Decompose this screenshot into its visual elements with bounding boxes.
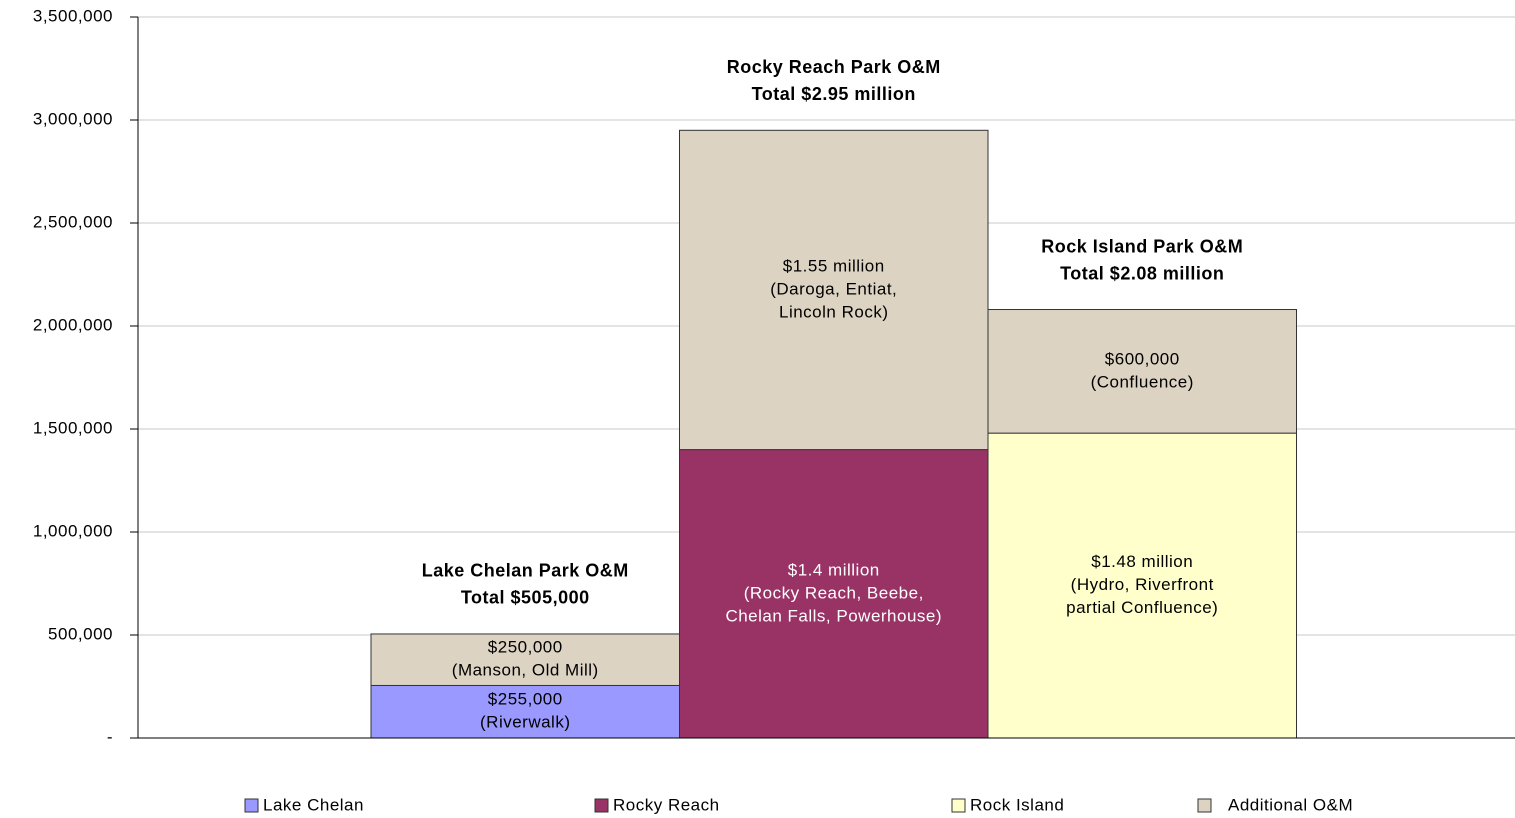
bar-segment — [370, 633, 680, 686]
data-label: $255,000 — [488, 690, 563, 709]
annotation: Rocky Reach Park O&M — [727, 57, 941, 77]
data-label: $250,000 — [488, 638, 563, 657]
annotation: Total $2.08 million — [1060, 263, 1224, 283]
annotation: Total $505,000 — [461, 588, 590, 608]
annotation: Total $2.95 million — [752, 84, 916, 104]
bar-segment — [370, 684, 680, 739]
y-tick-label: 1,000,000 — [33, 521, 113, 540]
data-label: (Manson, Old Mill) — [452, 661, 599, 680]
bar-segment — [987, 309, 1297, 434]
y-tick-label: 3,000,000 — [33, 109, 113, 128]
legend-swatch — [1197, 798, 1212, 813]
data-label: $1.55 million — [783, 256, 885, 275]
data-label: (Riverwalk) — [480, 713, 571, 732]
data-label: (Rocky Reach, Beebe, — [744, 583, 924, 602]
data-label: (Daroga, Entiat, — [770, 279, 897, 298]
data-label: Lincoln Rock) — [779, 302, 889, 321]
data-label: (Confluence) — [1091, 372, 1194, 391]
data-label: (Hydro, Riverfront — [1071, 575, 1214, 594]
y-tick-label: 2,000,000 — [33, 315, 113, 334]
bar-segment — [679, 129, 989, 451]
y-tick-label: 2,500,000 — [33, 212, 113, 231]
y-tick-label: - — [107, 727, 113, 746]
data-label: partial Confluence) — [1066, 598, 1218, 617]
annotation: Rock Island Park O&M — [1041, 236, 1243, 256]
annotation: Lake Chelan Park O&M — [422, 561, 629, 581]
legend-swatch — [594, 798, 609, 813]
legend-label: Rocky Reach — [613, 795, 720, 814]
legend-label: Additional O&M — [1228, 795, 1353, 814]
legend-label: Lake Chelan — [263, 795, 364, 814]
data-label: $1.4 million — [788, 560, 880, 579]
y-tick-label: 500,000 — [48, 624, 113, 643]
data-label: Chelan Falls, Powerhouse) — [725, 606, 942, 625]
legend-swatch — [244, 798, 259, 813]
y-tick-label: 1,500,000 — [33, 418, 113, 437]
data-label: $1.48 million — [1091, 552, 1193, 571]
data-label: $600,000 — [1105, 349, 1180, 368]
y-tick-label: 3,500,000 — [33, 6, 113, 25]
legend-swatch — [951, 798, 966, 813]
legend-label: Rock Island — [970, 795, 1064, 814]
bar-segment — [987, 432, 1297, 739]
